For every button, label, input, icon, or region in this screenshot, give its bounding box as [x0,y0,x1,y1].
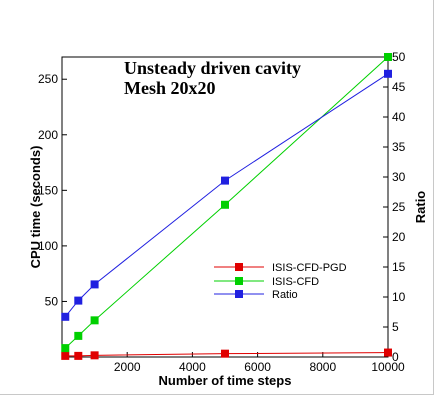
y-left-tick-label-3: 200 [38,128,58,142]
series-1-point-1 [74,331,83,340]
series-1-point-4 [384,53,392,61]
y-right-tick-label-1: 5 [392,320,399,334]
chart-subtitle: Mesh 20x20 [124,78,216,98]
y-right-tick-label-8: 40 [392,110,406,124]
y-right-tick-label-6: 30 [392,170,406,184]
series-line-2 [64,73,389,318]
series-1-point-3 [221,200,229,209]
x-tick-label-3: 8000 [309,360,336,374]
series-2-point-4 [384,69,392,78]
y-right-tick-label-9: 45 [392,80,406,94]
x-tick-label-4: 10000 [371,360,405,374]
y-left-tick-label-0: 50 [45,294,59,308]
chart-title: Unsteady driven cavity [124,58,301,78]
series-1-point-2 [90,316,99,325]
series-0-point-0 [61,351,70,360]
series-2-point-3 [221,176,229,185]
series-2-point-1 [74,296,83,305]
series-layer [61,53,392,360]
series-1-point-0 [61,344,70,353]
y-right-tick-label-2: 10 [392,290,406,304]
legend-label-cfd: ISIS-CFD [272,276,319,288]
legend-label-ratio: Ratio [272,289,298,301]
y-left-axis-title: CPU time (seconds) [28,146,43,269]
y-right-tick-label-5: 25 [392,200,406,214]
y-right-tick-label-7: 35 [392,140,406,154]
x-tick-label-1: 4000 [179,360,206,374]
x-axis-title: Number of time steps [159,373,292,388]
x-tick-label-2: 6000 [244,360,271,374]
series-0-point-1 [74,351,83,360]
series-2-point-0 [61,312,70,321]
axis-ticks: 2000 4000 6000 8000 10000 50 100 150 200 250 0 5 10 1… [38,50,406,374]
y-right-tick-label-10: 50 [392,50,406,64]
y-right-axis-title: Ratio [413,191,428,224]
series-0-point-3 [221,349,229,358]
x-tick-label-0: 2000 [114,360,141,374]
y-left-tick-label-4: 250 [38,72,58,86]
legend-marker-ratio [235,290,243,298]
y-right-tick-label-3: 15 [392,260,406,274]
series-0-point-4 [384,348,392,357]
legend-marker-pgd [235,263,243,271]
series-0-point-2 [90,351,99,360]
legend-label-pgd: ISIS-CFD-PGD [272,262,347,274]
series-2-point-2 [90,280,99,289]
y-right-tick-label-4: 20 [392,230,406,244]
legend: ISIS-CFD-PGD ISIS-CFD Ratio [214,262,347,301]
y-left-tick-label-2: 150 [38,183,58,197]
legend-marker-cfd [235,277,243,285]
y-left-tick-label-1: 100 [38,239,58,253]
y-right-tick-label-0: 0 [392,350,399,364]
